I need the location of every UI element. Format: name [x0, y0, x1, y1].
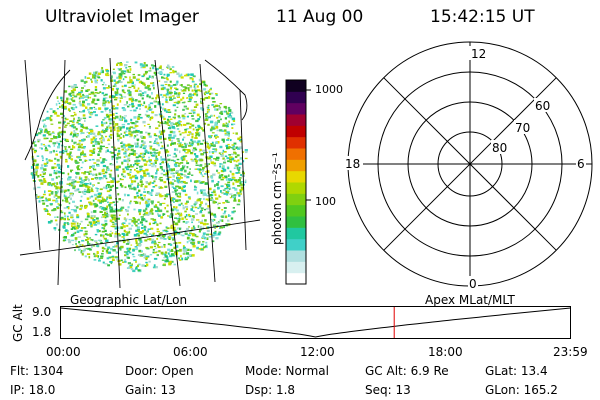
timeline-right-label: Apex MLat/MLT	[425, 293, 515, 307]
map-line	[109, 57, 121, 289]
timeline-y-high: 9.0	[32, 305, 52, 319]
image-date: 11 Aug 00	[276, 7, 364, 27]
altitude-curve	[60, 307, 571, 338]
colorbar-segment	[286, 114, 306, 126]
time-tick-0600: 06:00	[173, 345, 208, 359]
colorbar-segment	[286, 250, 306, 262]
mlt-18-label: 18	[345, 157, 360, 171]
timeline-left-label: Geographic Lat/Lon	[70, 293, 188, 307]
map-line	[19, 219, 261, 256]
colorbar-segment	[286, 261, 306, 274]
status-gc-altitude: GC Alt: 6.9 Re	[365, 364, 449, 378]
polar-mlat-mlt-plot: 12 18 6 0 60 70 80	[345, 41, 593, 291]
map-line	[24, 69, 71, 161]
colorbar-frame	[285, 79, 307, 285]
colorbar-segment	[286, 204, 306, 217]
colorbar-segment	[286, 125, 306, 138]
mlat-80-label: 80	[492, 141, 507, 155]
color-bar	[285, 79, 311, 285]
altitude-timeline	[60, 306, 571, 339]
colorbar-segment	[286, 216, 306, 228]
colorbar-segment	[286, 272, 306, 285]
timeline-axis-title: GC Alt	[11, 304, 25, 342]
timeline-frame	[60, 306, 571, 339]
colorbar-segment	[286, 170, 306, 183]
polar-diagonal-2	[383, 77, 557, 251]
status-geo-longitude: GLon: 165.2	[485, 383, 558, 397]
status-dsp: Dsp: 1.8	[245, 383, 296, 397]
status-ip: IP: 18.0	[10, 383, 56, 397]
map-line	[24, 59, 41, 251]
colorbar-tick-100: 100	[315, 195, 336, 208]
status-flight: Flt: 1304	[10, 364, 64, 378]
image-time: 15:42:15 UT	[430, 7, 535, 27]
status-sequence: Seq: 13	[365, 383, 411, 397]
time-tick-2359: 23:59	[553, 345, 588, 359]
status-geo-latitude: GLat: 13.4	[485, 364, 548, 378]
colorbar-segment	[286, 102, 306, 115]
colorbar-segment	[286, 227, 306, 240]
colorbar-tick-1000: 1000	[315, 83, 343, 96]
time-tick-1200: 12:00	[300, 345, 335, 359]
colorbar-segment	[286, 238, 306, 251]
colorbar-segment	[286, 159, 306, 172]
map-grid	[19, 57, 261, 289]
timeline-y-low: 1.8	[32, 325, 52, 339]
colorbar-segment	[286, 182, 306, 194]
colorbar-segment	[286, 91, 306, 104]
colorbar-segment	[286, 136, 306, 149]
colorbar-segment	[286, 148, 306, 160]
map-line	[57, 59, 66, 286]
status-door: Door: Open	[125, 364, 194, 378]
map-line	[199, 63, 216, 283]
mlt-12-label: 12	[471, 47, 486, 61]
mlat-70-label: 70	[515, 121, 530, 135]
mlt-6-label: 6	[577, 157, 585, 171]
colorbar-segment	[286, 80, 306, 92]
colorbar-segment	[286, 193, 306, 206]
map-line	[154, 59, 181, 287]
time-tick-1800: 18:00	[428, 345, 463, 359]
status-mode: Mode: Normal	[245, 364, 329, 378]
colorbar-unit-label: photon cm⁻²s⁻¹	[270, 152, 284, 245]
mlt-0-label: 0	[469, 277, 477, 291]
map-line	[239, 89, 247, 251]
time-tick-0000: 00:00	[46, 345, 81, 359]
map-line	[204, 59, 248, 121]
instrument-title: Ultraviolet Imager	[45, 7, 199, 27]
geographic-image	[19, 57, 261, 289]
mlat-60-label: 60	[535, 99, 550, 113]
auroral-emission-pixels	[30, 61, 248, 273]
status-gain: Gain: 13	[125, 383, 176, 397]
